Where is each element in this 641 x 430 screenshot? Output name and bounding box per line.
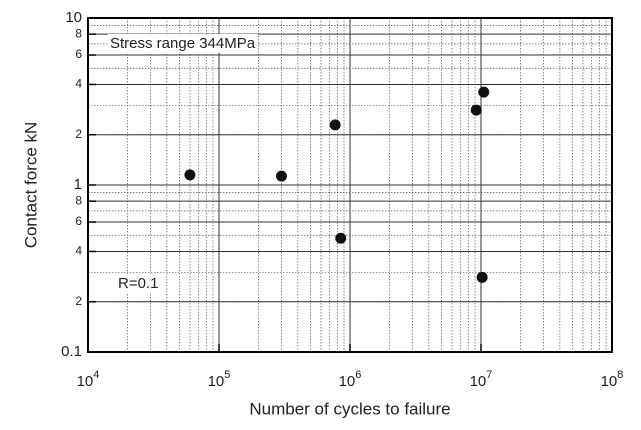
point (335, 232, 347, 244)
y-axis-label: Contact force kN (21, 122, 40, 249)
y-tick-label: 0.1 (61, 343, 82, 360)
y-tick-label: 2 (75, 127, 82, 141)
x-tick-label-exponent: 5 (224, 369, 230, 381)
x-tick-label-exponent: 6 (355, 369, 361, 381)
annotation-background (108, 33, 258, 53)
x-tick-label-base: 10 (77, 373, 94, 390)
y-tick-label: 2 (75, 294, 82, 308)
y-tick-label: 4 (75, 77, 82, 91)
annotation: Stress range 344MPa (110, 35, 256, 52)
x-tick-label: 105 (208, 369, 231, 390)
x-tick-label-base: 10 (339, 373, 356, 390)
plot-frame (87, 17, 613, 353)
y-tick-label: 8 (75, 26, 82, 40)
x-tick-label-base: 10 (601, 373, 618, 390)
point (329, 119, 341, 131)
x-tick-label-base: 10 (208, 373, 225, 390)
point (478, 86, 490, 98)
x-tick-label: 106 (339, 369, 362, 390)
y-tick-label: 10 (65, 9, 82, 26)
x-tick-label-exponent: 8 (617, 369, 623, 381)
y-tick-label: 1 (74, 176, 82, 193)
point (470, 104, 482, 116)
x-tick-label: 108 (601, 369, 624, 390)
annotation-background (116, 273, 161, 293)
x-tick-label-exponent: 7 (486, 369, 492, 381)
x-tick-label-base: 10 (470, 373, 487, 390)
annotation: R=0.1 (118, 275, 158, 292)
x-tick-label: 104 (77, 369, 100, 390)
x-tick-label-exponent: 4 (93, 369, 99, 381)
x-axis-label: Number of cycles to failure (249, 399, 450, 418)
x-tick-label: 107 (470, 369, 493, 390)
y-tick-label: 8 (75, 193, 82, 207)
point (276, 170, 288, 182)
y-tick-label: 6 (75, 214, 82, 228)
point (184, 169, 196, 181)
y-tick-label: 6 (75, 47, 82, 61)
point (476, 271, 488, 283)
y-tick-label: 4 (75, 244, 82, 258)
